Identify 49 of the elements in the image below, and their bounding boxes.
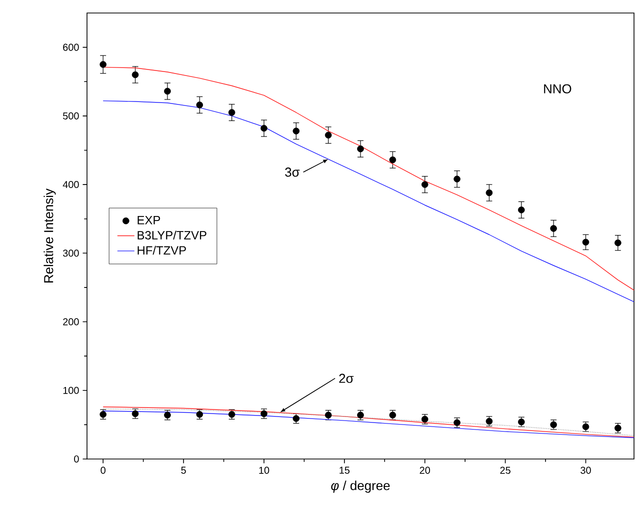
x-tick-label: 0 (100, 466, 106, 474)
point (228, 109, 236, 116)
point (421, 181, 428, 188)
x-tick-label: 5 (181, 466, 186, 474)
annotation: 2σ (339, 374, 354, 383)
x-tick-label: 15 (340, 466, 350, 474)
point (100, 411, 106, 418)
y-tick-label: 100 (63, 386, 79, 394)
point (357, 412, 364, 418)
legend-label: EXP (138, 216, 160, 224)
legend-label: B3LYP/TZVP (138, 230, 206, 240)
point (550, 225, 557, 232)
legend-label: HF/TZVP (138, 246, 186, 255)
annotation: 3σ (285, 168, 300, 177)
point (357, 145, 364, 152)
point (132, 71, 139, 78)
x-tick-label: 30 (580, 466, 591, 474)
y-tick-label: 600 (63, 44, 79, 51)
point (196, 411, 204, 418)
y-tick-label: 0 (74, 455, 79, 463)
point (518, 418, 525, 426)
point (389, 412, 396, 418)
point (196, 102, 204, 108)
x-tick-label: 10 (259, 466, 270, 474)
point (389, 156, 396, 164)
point (164, 412, 171, 418)
point (518, 206, 525, 214)
point (260, 124, 268, 132)
line-series (102, 100, 634, 302)
point (324, 132, 332, 139)
x-axis-title: φ / degree (331, 480, 390, 493)
y-tick-label: 500 (63, 112, 79, 120)
point (228, 411, 236, 418)
point (454, 176, 460, 182)
point (582, 238, 590, 246)
point (292, 415, 300, 422)
y-tick-label: 200 (63, 318, 79, 326)
point (100, 61, 106, 68)
y-tick-label: 300 (62, 250, 79, 257)
point (614, 239, 622, 246)
y-axis-title: Relative Intensiy (44, 188, 56, 282)
point (292, 128, 300, 134)
x-tick-label: 25 (500, 466, 510, 474)
point (164, 88, 171, 95)
point (324, 412, 332, 418)
annotation: NNO (544, 84, 572, 94)
point (486, 189, 493, 196)
x-tick-label: 20 (420, 466, 430, 474)
y-tick-label: 400 (62, 181, 79, 188)
